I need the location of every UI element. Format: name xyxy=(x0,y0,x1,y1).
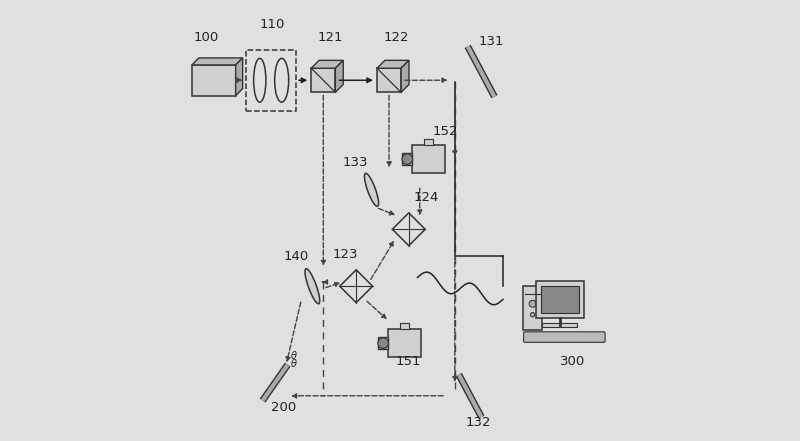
Polygon shape xyxy=(236,58,242,96)
Text: 121: 121 xyxy=(318,31,343,44)
Polygon shape xyxy=(311,60,343,68)
Circle shape xyxy=(529,300,536,307)
Bar xyxy=(378,337,388,349)
Circle shape xyxy=(530,313,534,317)
Bar xyxy=(522,286,542,330)
Text: 131: 131 xyxy=(479,35,504,48)
Circle shape xyxy=(402,154,413,164)
Text: 300: 300 xyxy=(560,355,586,368)
Text: θ: θ xyxy=(290,351,297,361)
Polygon shape xyxy=(311,68,335,92)
Polygon shape xyxy=(377,60,409,68)
Bar xyxy=(424,139,433,145)
Bar xyxy=(412,145,445,173)
Polygon shape xyxy=(335,60,343,92)
Text: θ: θ xyxy=(290,359,297,369)
Text: 151: 151 xyxy=(396,355,421,368)
FancyBboxPatch shape xyxy=(192,65,236,96)
Bar xyxy=(246,49,296,111)
Text: 123: 123 xyxy=(332,248,358,261)
Text: 200: 200 xyxy=(270,401,296,414)
Polygon shape xyxy=(192,58,242,65)
Bar xyxy=(388,329,421,358)
Bar xyxy=(400,323,409,329)
Bar xyxy=(536,281,584,318)
FancyBboxPatch shape xyxy=(523,332,605,342)
Text: 110: 110 xyxy=(260,18,285,31)
Bar xyxy=(402,153,412,165)
Text: 100: 100 xyxy=(194,31,219,44)
Text: 124: 124 xyxy=(413,191,438,204)
Text: 152: 152 xyxy=(433,125,458,138)
Bar xyxy=(542,323,578,327)
Circle shape xyxy=(378,338,388,348)
Bar xyxy=(541,286,578,313)
Polygon shape xyxy=(401,60,409,92)
Ellipse shape xyxy=(305,269,320,304)
Text: 133: 133 xyxy=(343,156,369,169)
Polygon shape xyxy=(377,68,401,92)
Ellipse shape xyxy=(365,173,378,206)
Text: 122: 122 xyxy=(384,31,410,44)
Text: 132: 132 xyxy=(466,416,491,430)
Text: 140: 140 xyxy=(284,250,309,263)
